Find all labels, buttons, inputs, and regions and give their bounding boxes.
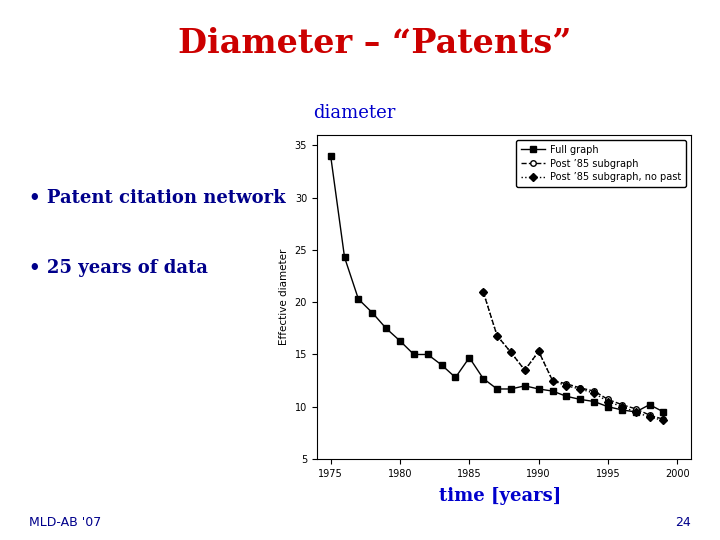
Full graph xyxy=(659,409,667,415)
Post ’85 subgraph, no past xyxy=(521,367,529,373)
Full graph xyxy=(354,296,363,302)
Post ’85 subgraph, no past xyxy=(534,348,543,355)
Post ’85 subgraph, no past xyxy=(479,288,487,295)
Full graph xyxy=(382,325,390,332)
Post ’85 subgraph, no past xyxy=(507,349,516,356)
Post ’85 subgraph xyxy=(590,388,598,394)
Full graph xyxy=(521,383,529,389)
Post ’85 subgraph, no past xyxy=(659,417,667,423)
Post ’85 subgraph, no past xyxy=(492,333,501,339)
Text: diameter: diameter xyxy=(313,104,395,122)
Post ’85 subgraph xyxy=(534,348,543,355)
Full graph xyxy=(451,374,460,381)
Post ’85 subgraph, no past xyxy=(576,386,585,392)
Full graph xyxy=(410,351,418,357)
Text: • 25 years of data: • 25 years of data xyxy=(29,259,207,277)
Full graph xyxy=(631,409,640,415)
Post ’85 subgraph, no past xyxy=(618,403,626,410)
Text: • Patent citation network: • Patent citation network xyxy=(29,189,285,207)
Post ’85 subgraph xyxy=(507,349,516,356)
Post ’85 subgraph xyxy=(548,377,557,384)
Full graph xyxy=(507,386,516,392)
Post ’85 subgraph xyxy=(659,416,667,422)
Text: MLD-AB '07: MLD-AB '07 xyxy=(29,516,101,529)
Full graph xyxy=(548,388,557,394)
Text: 24: 24 xyxy=(675,516,691,529)
Full graph xyxy=(645,401,654,408)
Full graph xyxy=(465,354,474,361)
Full graph xyxy=(341,254,349,260)
Post ’85 subgraph xyxy=(562,381,571,387)
Full graph xyxy=(326,153,335,159)
Post ’85 subgraph, no past xyxy=(590,390,598,396)
Legend: Full graph, Post ’85 subgraph, Post ’85 subgraph, no past: Full graph, Post ’85 subgraph, Post ’85 … xyxy=(516,140,686,187)
Line: Post ’85 subgraph, no past: Post ’85 subgraph, no past xyxy=(480,289,666,423)
Full graph xyxy=(576,396,585,403)
Post ’85 subgraph xyxy=(492,333,501,339)
Y-axis label: Effective diameter: Effective diameter xyxy=(279,249,289,345)
Full graph xyxy=(423,351,432,357)
Full graph xyxy=(562,393,571,400)
Post ’85 subgraph, no past xyxy=(631,409,640,415)
Post ’85 subgraph, no past xyxy=(603,399,612,405)
Text: time [years]: time [years] xyxy=(439,487,562,505)
Post ’85 subgraph xyxy=(645,412,654,418)
Full graph xyxy=(534,386,543,392)
Post ’85 subgraph xyxy=(603,396,612,403)
Full graph xyxy=(368,309,377,316)
Post ’85 subgraph xyxy=(618,401,626,408)
Line: Post ’85 subgraph: Post ’85 subgraph xyxy=(480,289,666,422)
Full graph xyxy=(396,338,405,344)
Full graph xyxy=(603,403,612,410)
Post ’85 subgraph xyxy=(576,384,585,391)
Full graph xyxy=(479,375,487,382)
Line: Full graph: Full graph xyxy=(328,153,666,415)
Post ’85 subgraph, no past xyxy=(645,414,654,421)
Full graph xyxy=(618,407,626,413)
Text: Diameter – “Patents”: Diameter – “Patents” xyxy=(178,27,571,60)
Full graph xyxy=(437,362,446,368)
Post ’85 subgraph xyxy=(631,406,640,412)
Full graph xyxy=(492,386,501,392)
Post ’85 subgraph xyxy=(479,288,487,295)
Post ’85 subgraph, no past xyxy=(548,377,557,384)
Full graph xyxy=(590,399,598,405)
Post ’85 subgraph, no past xyxy=(562,383,571,389)
Post ’85 subgraph xyxy=(521,367,529,373)
